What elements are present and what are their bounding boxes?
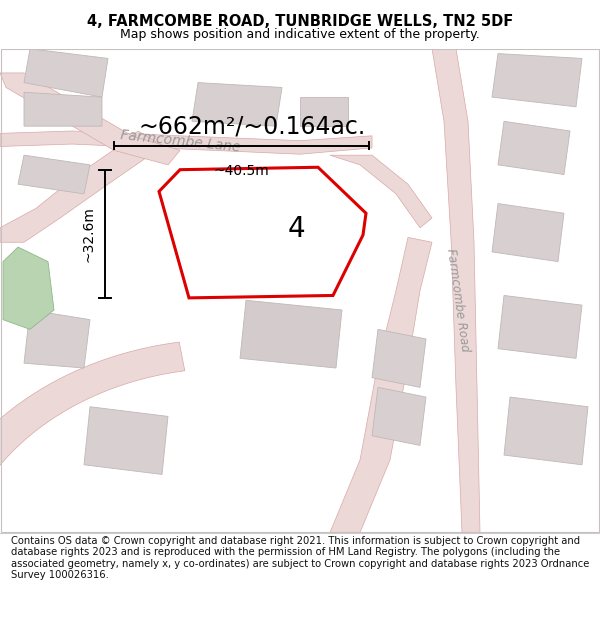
Polygon shape xyxy=(222,194,324,257)
Polygon shape xyxy=(192,82,282,126)
Text: Farmcombe Road: Farmcombe Road xyxy=(444,248,472,353)
Polygon shape xyxy=(492,54,582,107)
Text: 4, FARMCOMBE ROAD, TUNBRIDGE WELLS, TN2 5DF: 4, FARMCOMBE ROAD, TUNBRIDGE WELLS, TN2 … xyxy=(87,14,513,29)
Polygon shape xyxy=(3,247,54,329)
Polygon shape xyxy=(300,97,348,126)
Polygon shape xyxy=(492,204,564,262)
Polygon shape xyxy=(0,73,180,165)
Text: Map shows position and indicative extent of the property.: Map shows position and indicative extent… xyxy=(120,28,480,41)
Polygon shape xyxy=(84,407,168,474)
Text: ~662m²/~0.164ac.: ~662m²/~0.164ac. xyxy=(139,114,365,138)
Text: Farmcombe Lane: Farmcombe Lane xyxy=(119,128,241,155)
Text: ~40.5m: ~40.5m xyxy=(214,164,269,178)
Polygon shape xyxy=(498,121,570,174)
Polygon shape xyxy=(0,131,372,154)
Text: ~32.6m: ~32.6m xyxy=(81,206,95,262)
Polygon shape xyxy=(24,92,102,126)
Text: 4: 4 xyxy=(288,215,305,243)
Polygon shape xyxy=(240,300,342,368)
Polygon shape xyxy=(0,131,162,242)
Polygon shape xyxy=(372,329,426,388)
Polygon shape xyxy=(498,296,582,358)
Polygon shape xyxy=(330,155,432,228)
Polygon shape xyxy=(24,49,108,97)
Polygon shape xyxy=(504,397,588,465)
Polygon shape xyxy=(18,155,90,194)
Polygon shape xyxy=(330,238,432,532)
Polygon shape xyxy=(432,49,480,532)
Polygon shape xyxy=(159,168,366,298)
Polygon shape xyxy=(372,388,426,446)
Polygon shape xyxy=(24,310,90,368)
Polygon shape xyxy=(0,342,185,556)
Text: Contains OS data © Crown copyright and database right 2021. This information is : Contains OS data © Crown copyright and d… xyxy=(11,536,589,581)
